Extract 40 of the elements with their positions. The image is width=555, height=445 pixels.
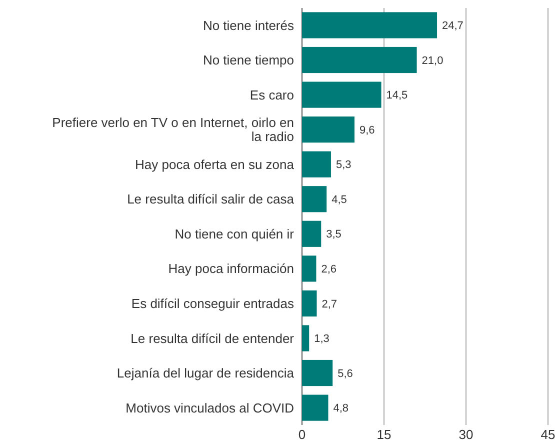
y-tick-label: No tiene con quién ir <box>174 226 295 242</box>
bar <box>302 290 317 316</box>
bar <box>302 151 331 178</box>
y-tick-label: No tiene interés <box>202 18 294 33</box>
y-tick-label: Hay poca oferta en su zona <box>135 156 295 172</box>
data-label: 2,6 <box>321 264 337 276</box>
x-tick-label: 0 <box>298 427 306 442</box>
y-tick-label: Le resulta difícil de entender <box>130 330 295 346</box>
y-tick-label: Motivos vinculados al COVID <box>126 400 294 416</box>
y-tick-label: Prefiere verlo en TV o en Internet, oirlo en la radio <box>52 115 294 144</box>
bar <box>302 360 333 386</box>
data-label: 24,7 <box>442 20 464 32</box>
data-label: 5,6 <box>338 368 353 380</box>
y-tick-label: No tiene tiempo <box>202 52 294 68</box>
data-label: 9,6 <box>359 124 375 136</box>
y-tick-label: Le resulta difícil salir de casa <box>127 192 295 207</box>
bar <box>302 46 417 74</box>
bar <box>302 220 322 247</box>
y-tick-label: Lejanía del lugar de residencia <box>116 366 295 381</box>
data-label: 21,0 <box>422 54 444 67</box>
data-label: 1,3 <box>314 333 330 346</box>
data-label: 4,8 <box>333 402 349 415</box>
data-label: 14,5 <box>386 90 408 102</box>
y-tick-label: Es caro <box>250 87 294 102</box>
x-tick-label: 15 <box>376 427 392 442</box>
bar <box>302 116 354 143</box>
y-tick-label: Hay poca información <box>168 261 294 276</box>
bar <box>302 256 316 282</box>
y-tick-label: Es difícil conseguir entradas <box>131 296 294 311</box>
x-tick-label: 30 <box>458 427 474 442</box>
data-label: 5,3 <box>336 159 352 172</box>
data-label: 4,5 <box>332 194 347 206</box>
bar <box>302 394 328 421</box>
bar <box>302 325 310 352</box>
data-label: 3,5 <box>326 228 342 241</box>
x-tick-label: 45 <box>540 427 555 442</box>
bar <box>302 186 327 212</box>
bar <box>302 12 438 38</box>
data-label: 2,7 <box>322 298 338 310</box>
bar <box>302 82 382 108</box>
